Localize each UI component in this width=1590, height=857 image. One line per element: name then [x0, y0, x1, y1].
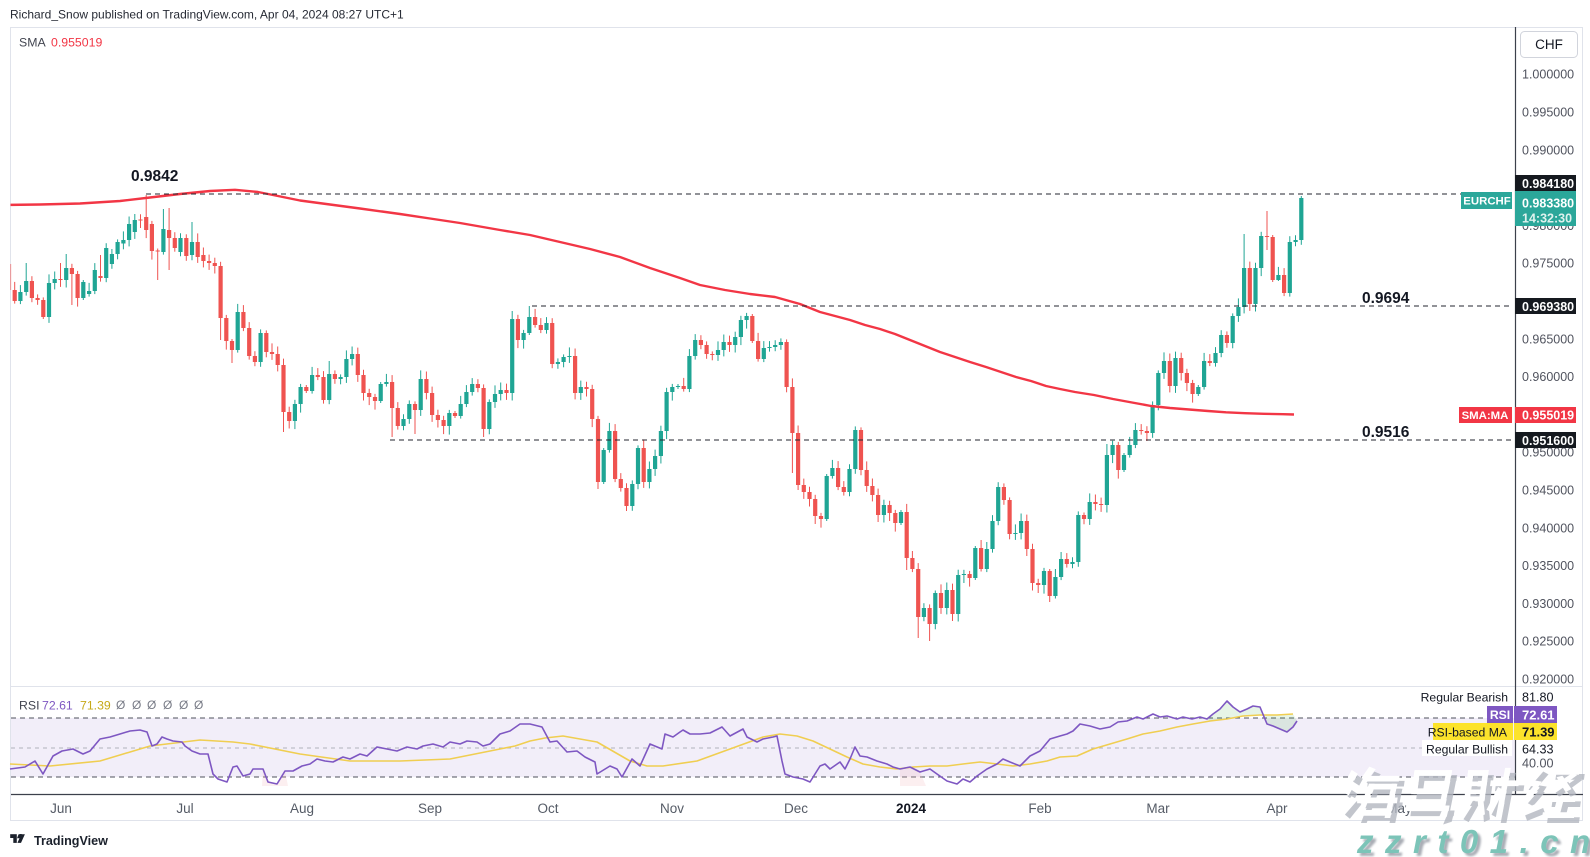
svg-text:Ø: Ø	[194, 698, 203, 712]
svg-text:Ø: Ø	[147, 698, 156, 712]
svg-text:0.9516: 0.9516	[1362, 424, 1410, 441]
svg-text:0.955019: 0.955019	[51, 36, 102, 50]
svg-text:Apr: Apr	[1266, 801, 1288, 816]
svg-text:0.950000: 0.950000	[1522, 446, 1574, 460]
svg-text:EURCHF: EURCHF	[1463, 196, 1511, 208]
svg-text:TradingView: TradingView	[34, 834, 108, 848]
svg-text:0.935000: 0.935000	[1522, 559, 1574, 573]
svg-text:Ø: Ø	[116, 698, 125, 712]
svg-text:SMA:MA: SMA:MA	[1462, 410, 1509, 422]
svg-text:RSI-based MA: RSI-based MA	[1428, 726, 1508, 740]
svg-text:Regular Bullish: Regular Bullish	[1426, 743, 1508, 757]
svg-text:14:32:30: 14:32:30	[1522, 212, 1572, 226]
svg-text:Oct: Oct	[537, 801, 558, 816]
svg-text:0.965000: 0.965000	[1522, 332, 1574, 346]
svg-text:72.61: 72.61	[42, 699, 73, 713]
svg-text:0.955019: 0.955019	[1522, 409, 1574, 423]
svg-text:64.33: 64.33	[1522, 743, 1554, 757]
svg-text:Ø: Ø	[163, 698, 172, 712]
svg-text:Regular Bearish: Regular Bearish	[1421, 691, 1508, 705]
svg-text:Ø: Ø	[179, 698, 188, 712]
svg-text:1.000000: 1.000000	[1522, 68, 1574, 82]
svg-text:0.925000: 0.925000	[1522, 635, 1574, 649]
svg-text:0.9694: 0.9694	[1362, 290, 1410, 307]
svg-text:Nov: Nov	[660, 801, 684, 816]
svg-text:Sep: Sep	[418, 801, 442, 816]
svg-text:0.920000: 0.920000	[1522, 673, 1574, 687]
svg-text:40.00: 40.00	[1522, 757, 1554, 771]
svg-text:0.995000: 0.995000	[1522, 106, 1574, 120]
svg-text:81.80: 81.80	[1522, 691, 1554, 705]
svg-text:0.960000: 0.960000	[1522, 370, 1574, 384]
svg-text:Aug: Aug	[290, 801, 314, 816]
svg-text:0.930000: 0.930000	[1522, 597, 1574, 611]
svg-text:0.975000: 0.975000	[1522, 257, 1574, 271]
svg-text:Dec: Dec	[784, 801, 808, 816]
svg-text:2024: 2024	[896, 801, 927, 816]
svg-text:72.61: 72.61	[1522, 708, 1555, 723]
svg-text:0.945000: 0.945000	[1522, 484, 1574, 498]
svg-text:0.9842: 0.9842	[131, 168, 178, 185]
svg-text:Ø: Ø	[132, 698, 141, 712]
svg-text:71.39: 71.39	[1522, 725, 1555, 740]
svg-text:Jul: Jul	[176, 801, 193, 816]
svg-text:0.969380: 0.969380	[1522, 300, 1574, 314]
svg-text:0.984180: 0.984180	[1522, 177, 1574, 191]
svg-text:0.983380: 0.983380	[1522, 197, 1574, 211]
svg-text:Richard_Snow published on Trad: Richard_Snow published on TradingView.co…	[10, 8, 404, 22]
svg-text:Feb: Feb	[1028, 801, 1051, 816]
svg-text:Mar: Mar	[1146, 801, 1170, 816]
svg-text:71.39: 71.39	[80, 699, 111, 713]
svg-text:CHF: CHF	[1535, 37, 1563, 52]
svg-text:Jun: Jun	[50, 801, 72, 816]
svg-text:RSI: RSI	[1490, 708, 1510, 722]
svg-text:RSI: RSI	[19, 699, 40, 713]
svg-text:0.951600: 0.951600	[1522, 434, 1574, 448]
svg-text:0.990000: 0.990000	[1522, 143, 1574, 157]
svg-text:0.940000: 0.940000	[1522, 521, 1574, 535]
svg-text:SMA: SMA	[19, 36, 46, 50]
